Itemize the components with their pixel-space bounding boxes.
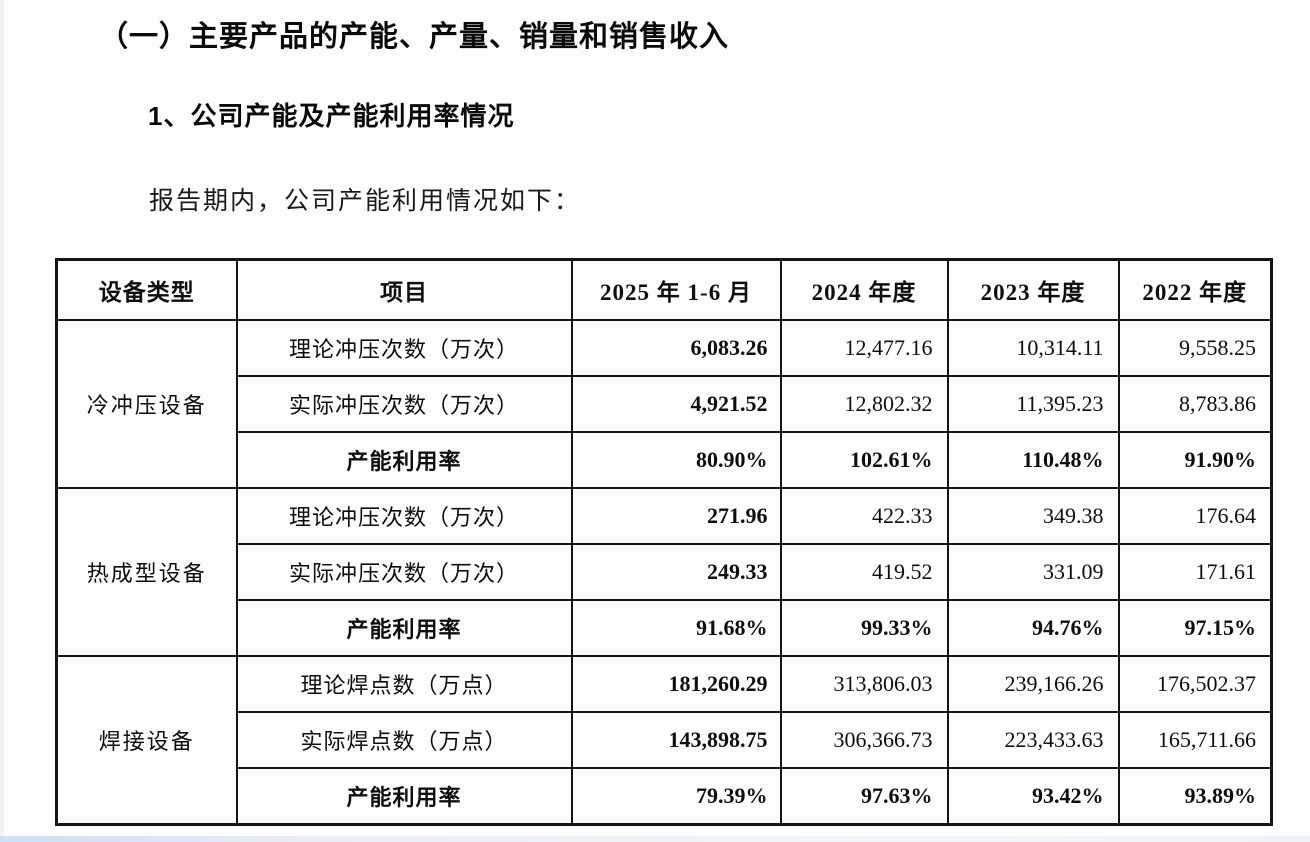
value-2022: 171.61	[1117, 543, 1273, 601]
value-2024: 102.61%	[779, 431, 949, 489]
value-2024: 422.33	[779, 487, 949, 545]
item-cell: 理论冲压次数（万次）	[235, 487, 573, 545]
section-heading: （一）主要产品的产能、产量、销量和销售收入	[99, 21, 730, 53]
col-header-2022: 2022 年度	[1117, 258, 1273, 321]
device-type-cell: 焊接设备	[55, 655, 238, 826]
item-cell: 产能利用率	[235, 767, 573, 826]
table-row: 实际冲压次数（万次） 4,921.52 12,802.32 11,395.23 …	[57, 375, 1273, 433]
device-type-cell: 冷冲压设备	[55, 319, 238, 489]
value-2024: 313,806.03	[779, 655, 949, 713]
item-cell: 理论冲压次数（万次）	[235, 319, 573, 377]
value-2025: 6,083.26	[570, 319, 782, 377]
table-header-row: 设备类型 项目 2025 年 1-6 月 2024 年度 2023 年度 202…	[55, 258, 1273, 321]
value-2023: 239,166.26	[946, 655, 1120, 713]
item-cell: 实际冲压次数（万次）	[235, 543, 573, 601]
value-2024: 12,477.16	[779, 319, 949, 377]
item-cell: 理论焊点数（万点）	[235, 655, 573, 713]
item-cell: 产能利用率	[235, 599, 573, 657]
value-2022: 97.15%	[1117, 599, 1273, 657]
value-2023: 93.42%	[946, 767, 1120, 826]
value-2025: 143,898.75	[570, 711, 782, 769]
value-2025: 249.33	[570, 543, 782, 601]
value-2022: 165,711.66	[1117, 711, 1273, 769]
table-row-capacity-rate: 产能利用率 91.68% 99.33% 94.76% 97.15%	[57, 599, 1273, 657]
table-row: 冷冲压设备 理论冲压次数（万次） 6,083.26 12,477.16 10,3…	[55, 319, 1273, 489]
value-2022: 8,783.86	[1117, 375, 1273, 433]
col-header-device-type: 设备类型	[55, 258, 238, 321]
item-cell: 实际冲压次数（万次）	[235, 375, 573, 433]
value-2025: 271.96	[570, 487, 782, 545]
value-2022: 176,502.37	[1117, 655, 1273, 713]
item-cell: 产能利用率	[235, 431, 573, 489]
item-cell: 实际焊点数（万点）	[235, 711, 573, 769]
value-2022: 93.89%	[1117, 767, 1273, 826]
page-bottom-edge-tint	[0, 836, 1310, 842]
value-2022: 91.90%	[1117, 431, 1273, 489]
table-row: 焊接设备 理论焊点数（万点） 181,260.29 313,806.03 239…	[55, 655, 1273, 826]
value-2024: 12,802.32	[779, 375, 949, 433]
value-2023: 331.09	[946, 543, 1120, 601]
value-2022: 9,558.25	[1117, 319, 1273, 377]
page-left-edge-tint	[0, 0, 4, 842]
table-row-capacity-rate: 产能利用率 80.90% 102.61% 110.48% 91.90%	[57, 431, 1273, 489]
value-2023: 94.76%	[946, 599, 1120, 657]
device-type-cell: 热成型设备	[55, 487, 238, 657]
table-row: 实际冲压次数（万次） 249.33 419.52 331.09 171.61	[57, 543, 1273, 601]
table-row: 热成型设备 理论冲压次数（万次） 271.96 422.33 349.38 17…	[55, 487, 1273, 657]
value-2024: 306,366.73	[779, 711, 949, 769]
value-2025: 91.68%	[570, 599, 782, 657]
value-2022: 176.64	[1117, 487, 1273, 545]
value-2023: 223,433.63	[946, 711, 1120, 769]
col-header-2023: 2023 年度	[946, 258, 1120, 321]
col-header-2025: 2025 年 1-6 月	[570, 258, 782, 321]
value-2025: 4,921.52	[570, 375, 782, 433]
table-row: 实际焊点数（万点） 143,898.75 306,366.73 223,433.…	[57, 711, 1273, 769]
table-row-capacity-rate: 产能利用率 79.39% 97.63% 93.42% 93.89%	[57, 767, 1273, 826]
col-header-2024: 2024 年度	[779, 258, 949, 321]
col-header-item: 项目	[235, 258, 573, 321]
value-2025: 79.39%	[570, 767, 782, 826]
capacity-utilization-table: 设备类型 项目 2025 年 1-6 月 2024 年度 2023 年度 202…	[55, 258, 1273, 826]
value-2023: 11,395.23	[946, 375, 1120, 433]
value-2024: 97.63%	[779, 767, 949, 826]
value-2024: 419.52	[779, 543, 949, 601]
value-2023: 349.38	[946, 487, 1120, 545]
subsection-heading: 1、公司产能及产能利用率情况	[148, 101, 515, 131]
value-2025: 181,260.29	[570, 655, 782, 713]
value-2023: 110.48%	[946, 431, 1120, 489]
intro-text: 报告期内，公司产能利用情况如下：	[149, 188, 582, 215]
value-2023: 10,314.11	[946, 319, 1120, 377]
value-2024: 99.33%	[779, 599, 949, 657]
value-2025: 80.90%	[570, 431, 782, 489]
